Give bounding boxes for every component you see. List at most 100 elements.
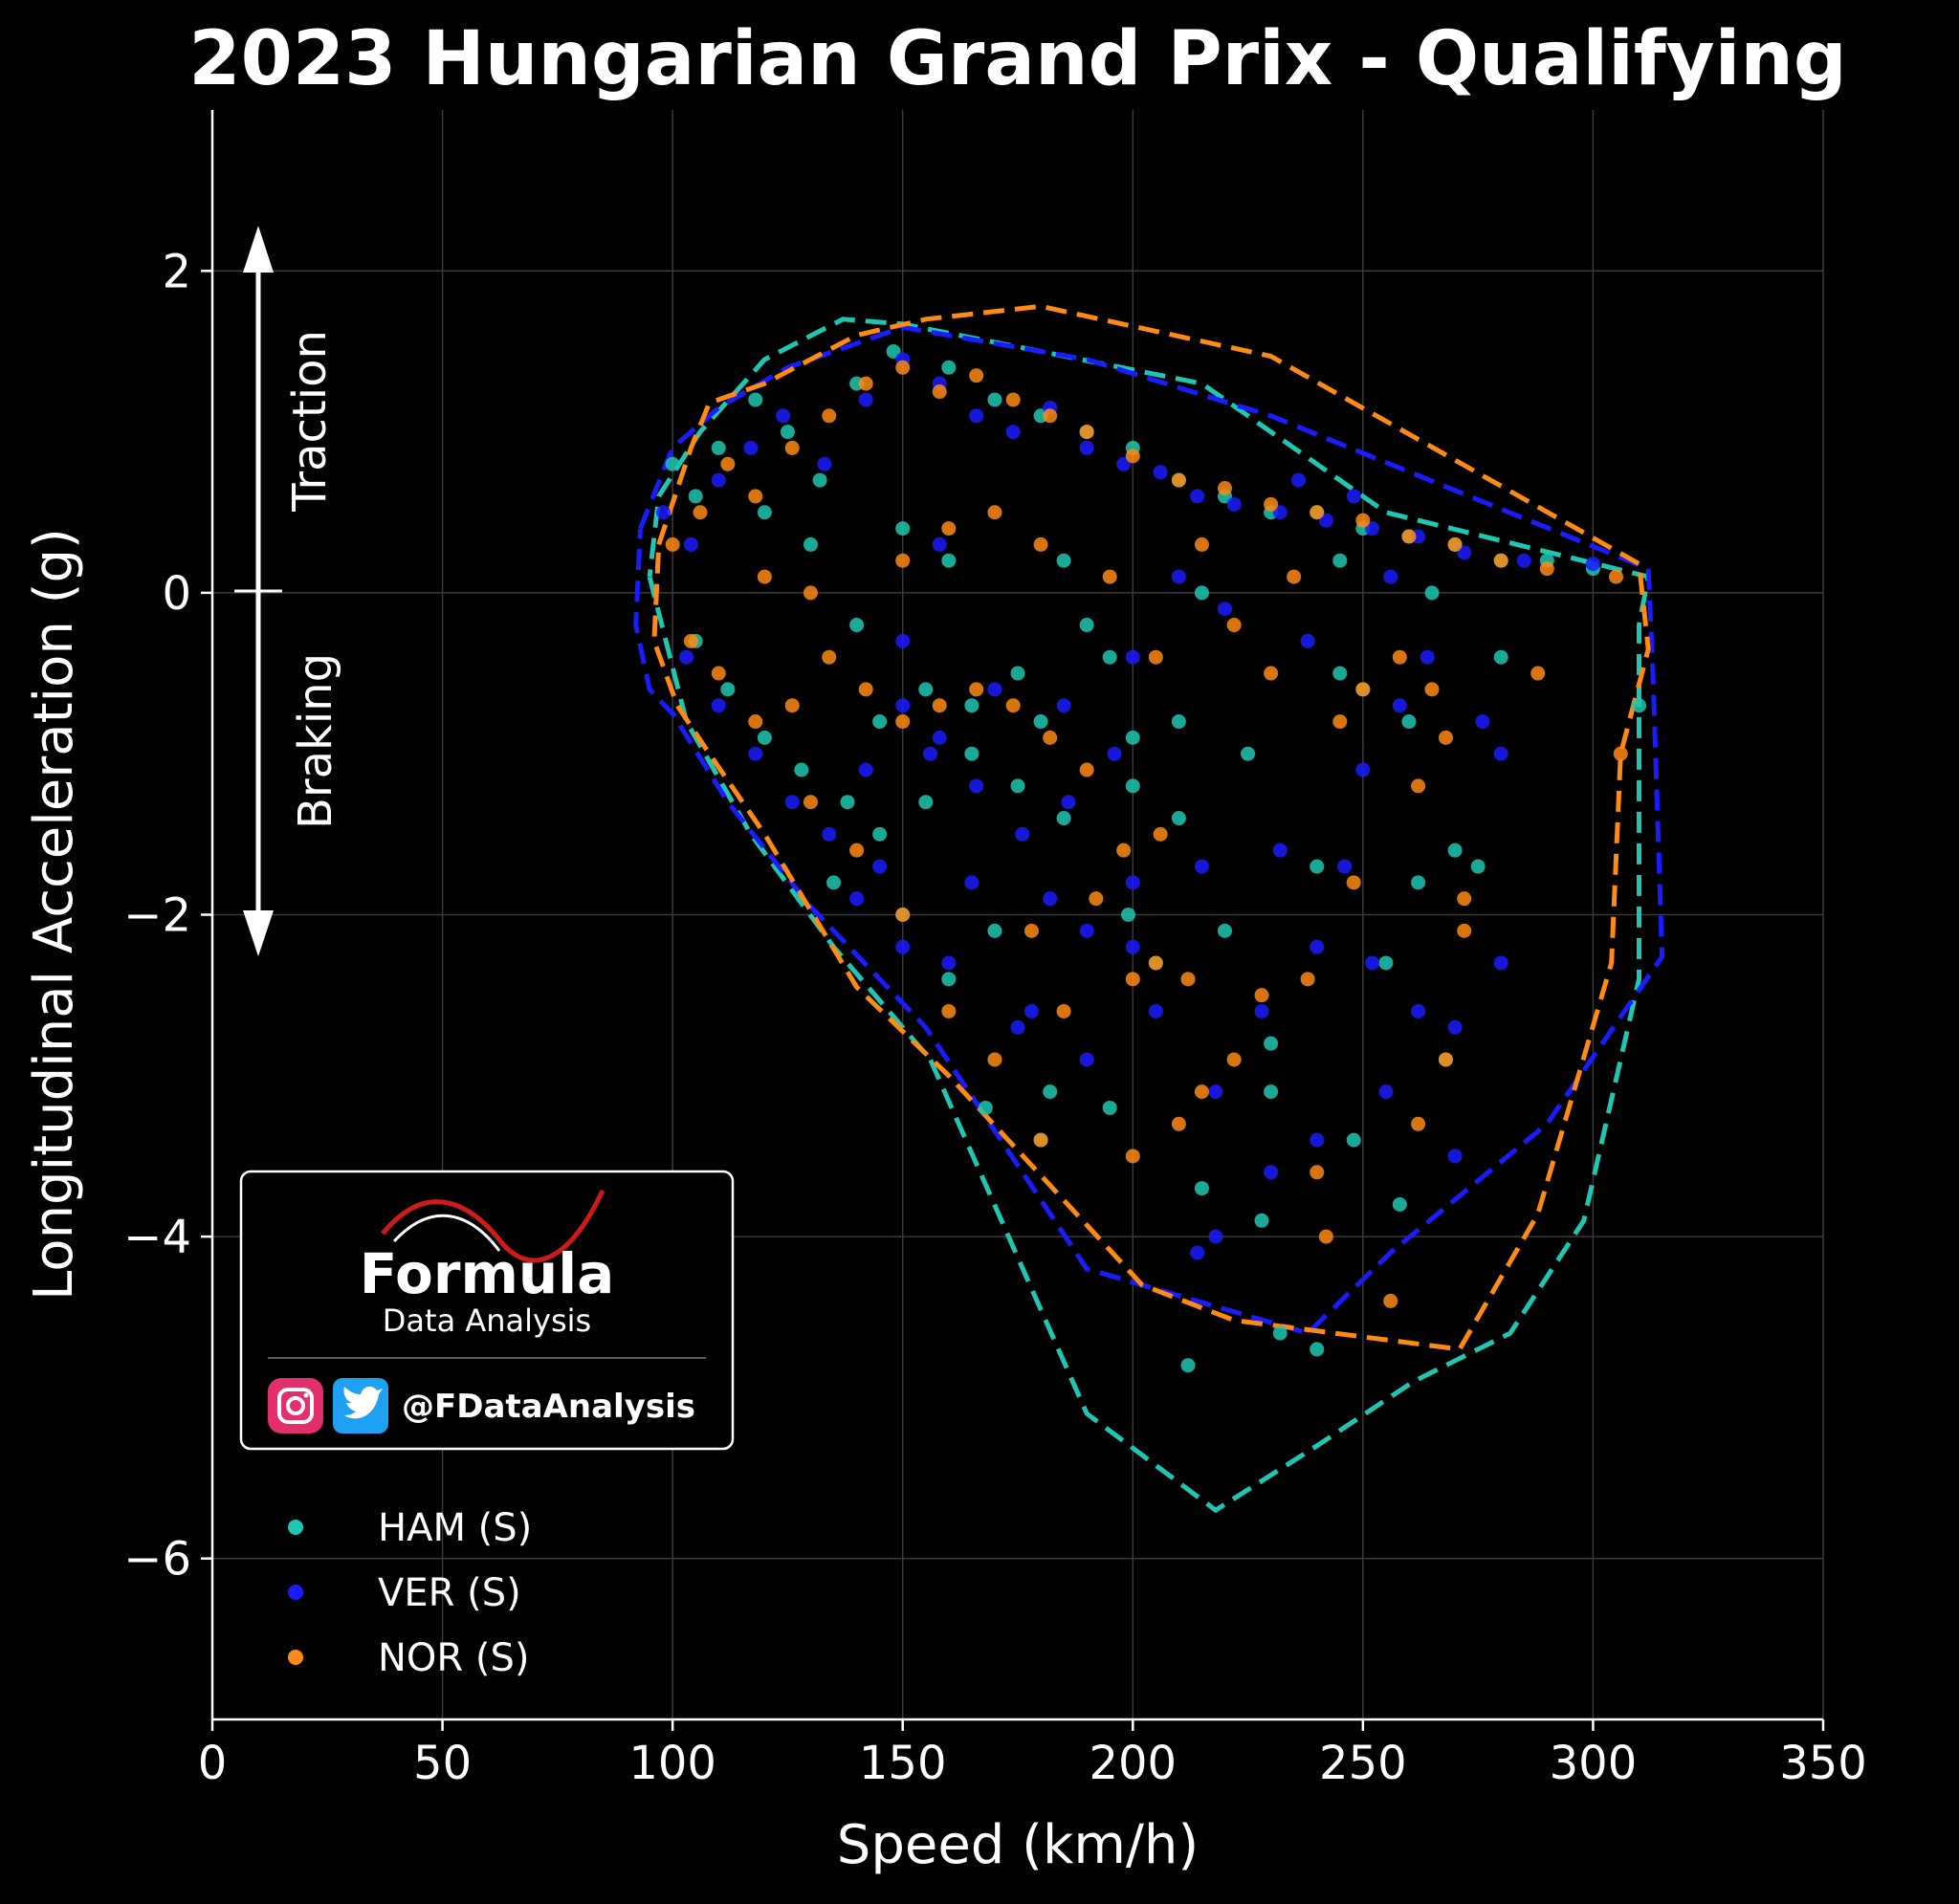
x-tick-label: 100 (628, 1737, 716, 1790)
data-point (941, 972, 957, 987)
data-point (1310, 505, 1325, 520)
data-point (1392, 649, 1407, 665)
data-point (1264, 1084, 1279, 1100)
data-point (840, 795, 855, 810)
data-point (1438, 1052, 1453, 1067)
data-point (1061, 795, 1076, 810)
data-point (987, 392, 1002, 407)
data-point (812, 472, 827, 488)
data-point (757, 569, 772, 584)
data-point (656, 505, 671, 520)
series-points-1 (656, 352, 1600, 1260)
data-point (1180, 1358, 1196, 1373)
data-point (1411, 1116, 1426, 1131)
data-point (1033, 536, 1048, 552)
data-point (817, 456, 832, 471)
data-point (964, 875, 980, 890)
data-point (886, 343, 901, 359)
data-point (1457, 891, 1472, 907)
data-point (1290, 472, 1306, 488)
data-point (918, 682, 934, 697)
data-point (1318, 1229, 1333, 1244)
data-point (1346, 875, 1361, 890)
data-point (1125, 972, 1140, 987)
x-axis-label: Speed (km/h) (837, 1814, 1199, 1876)
data-point (872, 826, 888, 842)
data-point (1447, 1149, 1463, 1164)
legend-marker (288, 1520, 303, 1535)
data-point (858, 762, 873, 777)
data-point (872, 859, 888, 874)
data-point (1383, 1293, 1398, 1308)
social-handle: @FDataAnalysis (402, 1388, 695, 1426)
data-point (776, 408, 791, 424)
data-point (1148, 649, 1163, 665)
data-point (1194, 859, 1209, 874)
data-point (683, 633, 698, 648)
data-point (748, 746, 763, 761)
data-point (941, 521, 957, 536)
data-point (1310, 939, 1325, 954)
data-point (1148, 1003, 1163, 1018)
data-point (1411, 778, 1426, 794)
data-point (1264, 496, 1279, 512)
series-hull-1 (633, 324, 1665, 1336)
data-point (858, 392, 873, 407)
data-point (1079, 440, 1094, 455)
data-point (1516, 553, 1531, 568)
data-point (858, 682, 873, 697)
data-point (1079, 618, 1094, 633)
data-point (858, 376, 873, 391)
data-point (1447, 843, 1463, 858)
data-point (932, 536, 947, 552)
data-point (803, 795, 818, 810)
data-point (1208, 1084, 1223, 1100)
data-point (784, 795, 800, 810)
series-points-2 (665, 360, 1628, 1308)
data-point (1194, 585, 1209, 601)
legend: HAM (S) VER (S) NOR (S) (288, 1506, 532, 1680)
data-point (1392, 698, 1407, 713)
data-point (1190, 1245, 1205, 1260)
chart-title: 2023 Hungarian Grand Prix - Qualifying (188, 16, 1846, 102)
legend-label: NOR (S) (378, 1636, 530, 1680)
data-point (1226, 496, 1242, 512)
data-point (1125, 649, 1140, 665)
data-point (932, 698, 947, 713)
legend-marker (288, 1585, 303, 1600)
data-point (941, 1003, 957, 1018)
y-tick-label: −2 (123, 889, 191, 943)
data-point (1447, 536, 1463, 552)
data-point (941, 955, 957, 971)
data-point (1010, 1019, 1025, 1035)
data-point (1194, 536, 1209, 552)
data-point (1392, 1196, 1407, 1212)
y-tick-label: −4 (123, 1211, 191, 1264)
data-point (849, 891, 865, 907)
data-point (1180, 972, 1196, 987)
logo-swoosh (381, 1189, 605, 1263)
data-point (1493, 955, 1508, 971)
data-point (1608, 569, 1623, 584)
data-point (1364, 521, 1379, 536)
data-point (849, 618, 865, 633)
data-point (1125, 939, 1140, 954)
data-point (1089, 891, 1104, 907)
data-point (1613, 746, 1628, 761)
data-point (1346, 1132, 1361, 1148)
data-point (895, 714, 911, 730)
data-point (1208, 1229, 1223, 1244)
x-tick-label: 50 (413, 1737, 472, 1790)
data-point (1190, 489, 1205, 504)
data-point (1264, 1165, 1279, 1180)
data-point (679, 649, 694, 665)
data-point (941, 360, 957, 375)
data-point (1272, 505, 1288, 520)
data-point (1116, 456, 1132, 471)
data-point (711, 698, 726, 713)
data-point (978, 1100, 993, 1115)
y-tick-label: 2 (162, 245, 191, 298)
x-tick-label: 0 (198, 1737, 228, 1790)
data-point (1107, 746, 1122, 761)
